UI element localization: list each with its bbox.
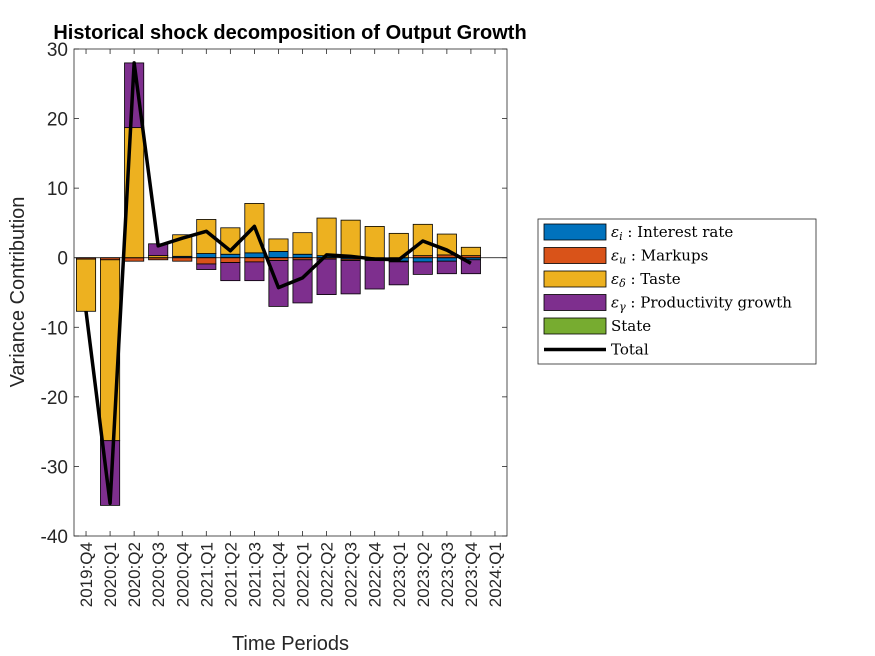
- bar-markups-2021-Q2: [220, 257, 241, 263]
- x-tick-label: 2020:Q4: [173, 542, 192, 607]
- bar-taste-2022-Q2: [316, 217, 337, 257]
- x-tick-label: 2021:Q3: [245, 542, 264, 607]
- bar-productivity-growth-2023-Q4: [460, 259, 481, 275]
- x-axis-label: Time Periods: [232, 633, 349, 655]
- bar-interest-rate-2021-Q1: [196, 253, 217, 259]
- bar-productivity-growth-2021-Q2: [220, 262, 241, 282]
- x-tick-label: 2022:Q3: [342, 542, 361, 607]
- bar-taste-2022-Q3: [340, 219, 361, 259]
- total-line: [84, 61, 472, 506]
- x-tick-label: 2020:Q1: [101, 542, 120, 607]
- plot-background: [74, 49, 507, 536]
- legend: εi : Interest rate εu : Markups εδ : Taste…: [537, 218, 817, 365]
- legend-label-state: State: [611, 317, 651, 335]
- bar-interest-rate-2021-Q4: [268, 251, 289, 259]
- legend-label-markups: εu : Markups: [611, 247, 708, 267]
- legend-label-taste: εδ : Taste: [611, 270, 681, 290]
- bar-productivity-growth-2023-Q1: [388, 261, 409, 286]
- y-tick-label: -10: [41, 318, 68, 339]
- legend-label-total: Total: [611, 341, 649, 359]
- bar-productivity-growth-2023-Q3: [436, 260, 457, 275]
- bar-taste-2022-Q4: [364, 226, 385, 259]
- x-tick-label: 2021:Q4: [269, 542, 288, 607]
- x-tick-label: 2020:Q2: [125, 542, 144, 607]
- y-axis: -40 -30 -20 -10 0 10 20 30: [41, 40, 507, 548]
- bar-interest-rate-2023-Q3: [436, 257, 457, 262]
- bar-productivity-growth-2023-Q2: [412, 261, 433, 275]
- legend-swatch-productivity-growth: [543, 294, 607, 311]
- bar-taste-2021-Q4: [268, 238, 289, 252]
- bar-productivity-growth-2021-Q3: [244, 261, 265, 282]
- bar-markups-2021-Q3: [244, 257, 265, 263]
- bar-markups-2021-Q4: [268, 257, 289, 261]
- bar-productivity-growth-2022-Q4: [364, 260, 385, 290]
- bar-markups-2020-Q2: [124, 257, 145, 262]
- x-tick-label: 2022:Q2: [318, 542, 337, 607]
- legend-swatch-markups: [543, 247, 607, 264]
- bar-markups-2021-Q1: [196, 257, 217, 265]
- bar-taste-2022-Q1: [292, 232, 313, 255]
- bar-interest-rate-2023-Q2: [412, 257, 433, 263]
- chart-title: Historical shock decomposition of Output…: [53, 22, 526, 44]
- x-tick-label: 2023:Q3: [438, 542, 457, 607]
- x-axis: 2019:Q4 2020:Q1 2020:Q2 2020:Q3 2020:Q4 2021:…: [77, 49, 505, 607]
- y-tick-label: 10: [47, 179, 68, 200]
- y-tick-label: 30: [47, 40, 68, 61]
- legend-label-interest-rate: εi : Interest rate: [611, 223, 733, 243]
- x-tick-label: 2023:Q4: [462, 542, 481, 607]
- bar-productivity-growth-2022-Q2: [316, 258, 337, 295]
- legend-swatch-taste: [543, 270, 607, 288]
- x-tick-label: 2020:Q3: [149, 542, 168, 607]
- legend-swatch-interest-rate: [543, 223, 607, 241]
- x-tick-label: 2022:Q1: [294, 542, 313, 607]
- x-tick-label: 2024:Q1: [486, 542, 505, 607]
- y-tick-label: 20: [47, 110, 68, 131]
- x-tick-label: 2023:Q1: [390, 542, 409, 607]
- y-axis-label: Variance Contribution: [7, 197, 29, 388]
- bar-interest-rate-2022-Q1: [292, 253, 313, 259]
- legend-label-productivity-growth: εγ : Productivity growth: [611, 294, 792, 314]
- bar-productivity-growth-2021-Q1: [196, 263, 217, 270]
- y-tick-label: 0: [57, 249, 68, 270]
- x-tick-label: 2023:Q2: [414, 542, 433, 607]
- bar-productivity-growth-2022-Q3: [340, 260, 361, 295]
- x-tick-label: 2021:Q1: [197, 542, 216, 607]
- x-tick-label: 2022:Q4: [366, 542, 385, 607]
- bar-markups-2020-Q4: [172, 257, 193, 262]
- bar-taste-2021-Q1: [196, 219, 217, 254]
- y-tick-label: -40: [41, 527, 68, 548]
- legend-swatch-state: [543, 317, 607, 335]
- y-tick-label: -30: [41, 457, 68, 478]
- bar-interest-rate-2021-Q3: [244, 252, 265, 259]
- axes-box: [73, 48, 508, 537]
- bar-taste-2019-Q4: [76, 258, 97, 312]
- plot-area: [73, 48, 508, 537]
- x-tick-label: 2019:Q4: [77, 542, 96, 607]
- legend-box: [537, 218, 817, 365]
- x-tick-label: 2021:Q2: [221, 542, 240, 607]
- bar-taste-2023-Q4: [460, 246, 481, 257]
- bar-interest-rate-2021-Q2: [220, 253, 241, 259]
- y-tick-label: -20: [41, 388, 68, 409]
